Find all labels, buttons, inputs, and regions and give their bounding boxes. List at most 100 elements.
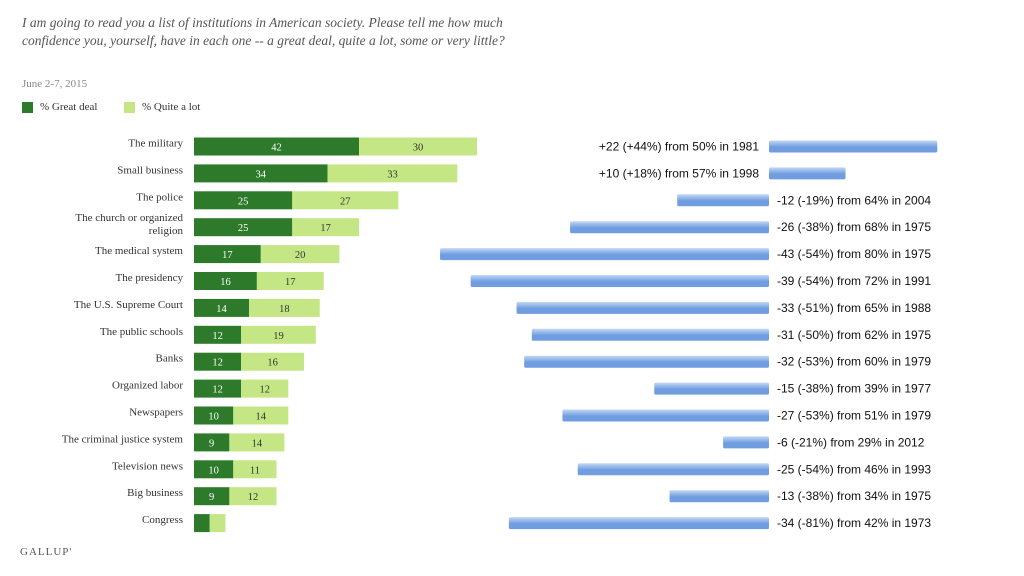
value-label-quite-a-lot: 27	[340, 196, 351, 207]
survey-date: June 2-7, 2015	[22, 78, 88, 90]
change-label: +22 (+44%) from 50% in 1981	[599, 140, 759, 154]
stacked-bar-chart: The military 42 30 Small business 34 33 The po…	[62, 137, 477, 533]
value-label-great-deal: 12	[212, 385, 223, 396]
change-label: -26 (-38%) from 68% in 1975	[777, 220, 931, 234]
category-label: The police	[136, 191, 183, 203]
bar-quite-a-lot	[209, 514, 226, 533]
change-bar	[524, 355, 769, 368]
bar-great-deal	[194, 137, 360, 156]
category-label: Congress	[142, 514, 183, 526]
bar-great-deal	[194, 218, 293, 237]
bar-great-deal	[194, 298, 250, 317]
bar-great-deal	[194, 487, 230, 506]
value-label-quite-a-lot: 14	[256, 412, 267, 423]
change-label: -12 (-19%) from 64% in 2004	[777, 193, 931, 207]
legend-item-quite-a-lot: % Quite a lot	[124, 101, 200, 113]
value-label-great-deal: 12	[212, 358, 223, 369]
value-label-quite-a-lot: 12	[259, 385, 270, 396]
value-label-great-deal: 12	[212, 331, 223, 342]
value-label-great-deal: 14	[216, 304, 227, 315]
bar-quite-a-lot	[241, 325, 316, 344]
category-label: The criminal justice system	[62, 433, 184, 445]
change-bar	[562, 409, 769, 422]
value-label-great-deal: 9	[209, 438, 214, 449]
change-label: -15 (-38%) from 39% in 1977	[777, 382, 931, 396]
change-label: -13 (-38%) from 34% in 1975	[777, 489, 931, 503]
value-label-quite-a-lot: 11	[250, 465, 260, 476]
change-bar	[440, 248, 769, 261]
bar-quite-a-lot	[233, 460, 277, 479]
value-label-quite-a-lot: 14	[252, 438, 263, 449]
category-label: The military	[128, 138, 183, 150]
bar-quite-a-lot	[241, 352, 305, 371]
category-label: Big business	[127, 487, 183, 499]
chart-title: I am going to read you a list of institu…	[22, 15, 505, 48]
value-label-great-deal: 34	[256, 169, 267, 180]
bar-quite-a-lot	[229, 433, 285, 452]
bar-great-deal	[194, 460, 234, 479]
value-label-great-deal: 17	[222, 250, 233, 261]
value-label-great-deal: 10	[208, 465, 219, 476]
bar-quite-a-lot	[260, 245, 340, 264]
value-label-quite-a-lot: 12	[248, 492, 259, 503]
change-bar	[470, 275, 769, 287]
legend-label-quite-a-lot: % Quite a lot	[142, 101, 201, 113]
value-label-quite-a-lot: 20	[295, 250, 306, 261]
change-bar	[654, 382, 769, 395]
change-bar	[769, 140, 938, 153]
value-label-great-deal: 10	[208, 412, 219, 423]
category-label: The presidency	[116, 272, 184, 284]
change-bar	[570, 221, 769, 234]
change-label: +10 (+18%) from 57% in 1998	[599, 166, 759, 180]
change-bar	[723, 436, 769, 449]
value-label-quite-a-lot: 19	[273, 331, 284, 342]
bar-great-deal	[194, 245, 261, 264]
change-label: -31 (-50%) from 62% in 1975	[777, 328, 931, 342]
category-label: Television news	[112, 460, 183, 472]
bar-quite-a-lot	[359, 137, 477, 156]
change-label: -25 (-54%) from 46% in 1993	[777, 462, 931, 476]
value-label-great-deal: 25	[238, 223, 249, 234]
bar-great-deal	[194, 352, 242, 371]
change-bar	[531, 328, 769, 341]
bar-quite-a-lot	[327, 164, 458, 183]
bar-quite-a-lot	[233, 406, 289, 425]
category-label: The U.S. Supreme Court	[74, 299, 183, 311]
change-bar	[769, 167, 846, 180]
change-label: -33 (-51%) from 65% in 1988	[777, 301, 931, 315]
bar-quite-a-lot	[256, 272, 324, 290]
change-label: -6 (-21%) from 29% in 2012	[777, 435, 925, 449]
value-label-quite-a-lot: 16	[267, 358, 278, 369]
bar-great-deal	[194, 406, 234, 425]
category-label: The medical system	[95, 245, 183, 257]
change-bar	[577, 463, 769, 476]
change-label: -43 (-54%) from 80% in 1975	[777, 247, 931, 261]
bar-great-deal	[194, 379, 242, 398]
legend-item-great-deal: % Great deal	[22, 101, 97, 113]
category-label: Small business	[117, 164, 183, 176]
value-label-quite-a-lot: 17	[285, 277, 296, 288]
value-label-quite-a-lot: 33	[387, 169, 398, 180]
legend-swatch-quite-a-lot	[124, 101, 135, 113]
bar-great-deal	[194, 164, 328, 183]
bar-great-deal	[194, 191, 293, 210]
value-label-great-deal: 42	[271, 143, 282, 154]
bar-quite-a-lot	[249, 298, 320, 317]
value-label-great-deal: 25	[238, 196, 249, 207]
legend-label-great-deal: % Great deal	[40, 101, 98, 113]
change-label: -27 (-53%) from 51% in 1979	[777, 409, 931, 423]
change-label: -39 (-54%) from 72% in 1991	[777, 274, 931, 288]
change-label: -32 (-53%) from 60% in 1979	[777, 355, 931, 369]
category-label: Banks	[156, 353, 184, 365]
value-label-quite-a-lot: 17	[320, 223, 331, 234]
change-bar	[508, 517, 769, 530]
bar-great-deal	[194, 325, 242, 344]
value-label-great-deal: 16	[220, 277, 231, 288]
category-label: Newspapers	[129, 407, 183, 419]
change-label: -34 (-81%) from 42% in 1973	[777, 516, 931, 530]
category-label: The public schools	[100, 326, 183, 338]
change-bar	[516, 301, 769, 314]
bar-great-deal	[194, 272, 257, 290]
value-label-great-deal: 9	[209, 492, 214, 503]
